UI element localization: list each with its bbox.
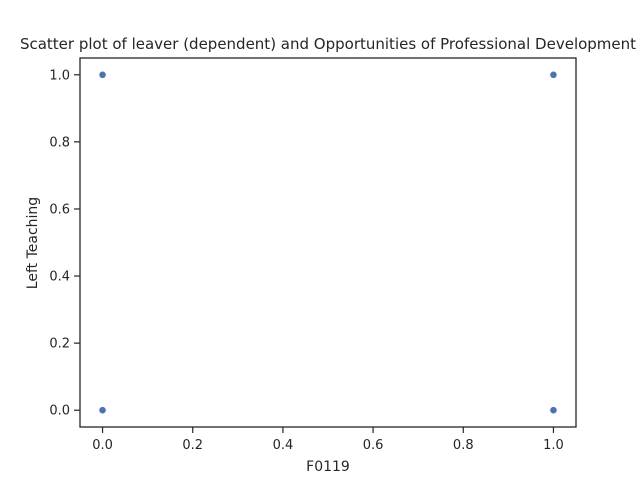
plot-area: [79, 57, 577, 428]
x-tick-label: 0.0: [92, 438, 113, 453]
x-tick-label: 0.6: [363, 438, 384, 453]
x-tick-label: 0.2: [182, 438, 203, 453]
y-axis-label: Left Teaching: [25, 197, 41, 289]
scatter-point: [98, 406, 107, 415]
x-tick-label: 0.8: [453, 438, 474, 453]
y-tick-label: 1.0: [49, 68, 70, 83]
y-axis-ticks: 0.0 0.2 0.4 0.6 0.8 1.0: [49, 68, 80, 419]
x-tick-label: 1.0: [543, 438, 564, 453]
x-tick-label: 0.4: [273, 438, 294, 453]
scatter-point: [549, 406, 558, 415]
scatter-point: [549, 70, 558, 79]
scatter-point: [98, 70, 107, 79]
y-tick-label: 0.4: [49, 270, 70, 285]
data-points: [98, 70, 558, 415]
y-tick-label: 0.2: [49, 337, 70, 352]
y-tick-label: 0.0: [49, 404, 70, 419]
x-axis-label: F0119: [306, 459, 350, 475]
chart-title: Scatter plot of leaver (dependent) and O…: [20, 35, 636, 53]
y-tick-label: 0.8: [49, 135, 70, 150]
x-axis-ticks: 0.0 0.2 0.4 0.6 0.8 1.0: [92, 427, 564, 453]
y-tick-label: 0.6: [49, 202, 70, 217]
